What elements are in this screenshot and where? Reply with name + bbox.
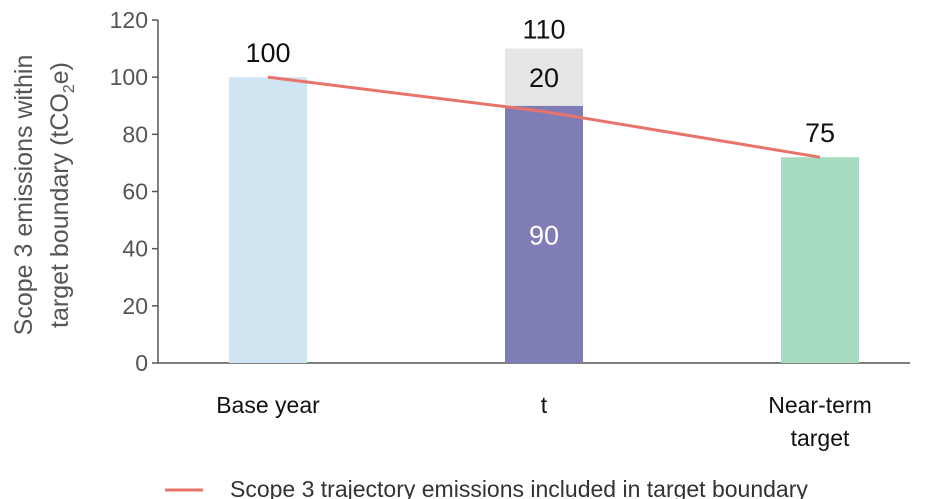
bar-base-label: 90 bbox=[529, 220, 559, 250]
bar-total-label: 75 bbox=[805, 118, 835, 148]
bar-extra-segment bbox=[505, 48, 583, 106]
bar-total-label: 100 bbox=[245, 38, 290, 68]
category-label: Near-term bbox=[768, 392, 872, 418]
trajectory-line bbox=[267, 75, 821, 159]
legend-label: Scope 3 trajectory emissions included in… bbox=[230, 476, 808, 499]
y-axis-label-line1: Scope 3 emissions within bbox=[10, 55, 38, 336]
category-labels: Base year t Near-term target bbox=[216, 392, 872, 451]
category-label: t bbox=[541, 392, 548, 418]
trajectory-line-group bbox=[267, 75, 821, 159]
y-tick-label: 120 bbox=[110, 7, 148, 33]
y-tick-label: 80 bbox=[122, 121, 148, 147]
bar bbox=[505, 105, 583, 363]
legend: Scope 3 trajectory emissions included in… bbox=[165, 476, 808, 499]
y-tick-label: 60 bbox=[122, 179, 148, 205]
y-tick-label: 100 bbox=[110, 64, 148, 90]
data-labels: 100 110 20 90 75 bbox=[245, 15, 835, 251]
bars bbox=[229, 48, 859, 364]
category-label-line2: target bbox=[791, 425, 850, 451]
y-tick-label: 20 bbox=[122, 293, 148, 319]
bar-total-label: 110 bbox=[522, 15, 565, 45]
y-axis-label-line2: target boundary (tCO2e) bbox=[46, 62, 78, 328]
bar bbox=[781, 157, 859, 363]
y-tick-label: 0 bbox=[135, 350, 148, 376]
bar bbox=[229, 77, 307, 364]
bar-extra-label: 20 bbox=[529, 63, 559, 93]
category-label: Base year bbox=[216, 392, 320, 418]
y-axis-label: Scope 3 emissions within target boundary… bbox=[10, 55, 78, 336]
y-tick-label: 40 bbox=[122, 236, 148, 262]
